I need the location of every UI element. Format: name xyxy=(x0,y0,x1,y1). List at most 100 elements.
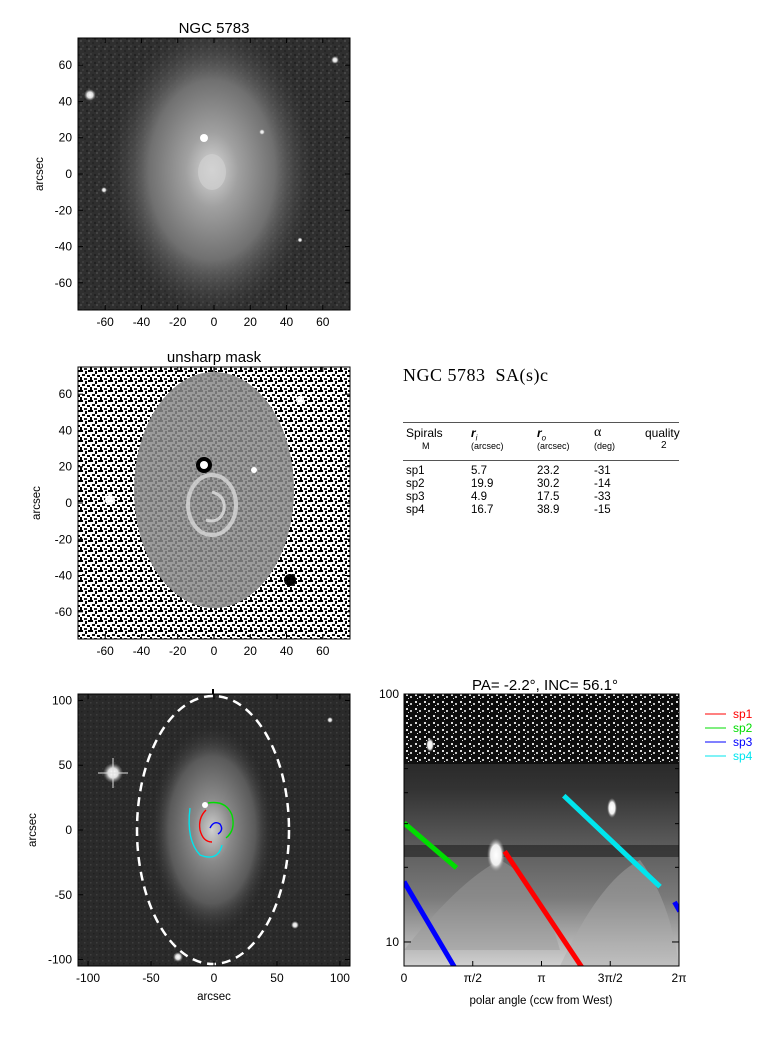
y-tick-label: 40 xyxy=(59,423,73,437)
polar-fit-sp3 xyxy=(404,880,457,966)
image-yticks: 60 40 20 0 -20 -40 -60 xyxy=(55,58,350,290)
y-tick-label: 60 xyxy=(59,58,73,72)
ri-letter: r xyxy=(471,426,476,440)
unsharp-galaxy xyxy=(134,372,294,608)
table-cell: 19.9 xyxy=(471,478,494,490)
polar-fit-sp1 xyxy=(502,849,585,966)
x-tick-label: 0 xyxy=(211,315,218,329)
polar-bright-feature xyxy=(487,838,505,872)
y-tick-label: -20 xyxy=(55,203,73,217)
y-tick-label: -40 xyxy=(55,569,73,583)
unsharp-panel: unsharp mask arcsec -60 -40 -20 0 20 40 60 60 4… xyxy=(31,349,351,658)
x-tick-label: 0 xyxy=(211,971,218,985)
overlay-arm-sp1 xyxy=(198,809,213,843)
overlay-arm-sp4 xyxy=(188,807,223,858)
x-tick-label: 60 xyxy=(316,644,330,658)
x-tick-label: -40 xyxy=(133,315,151,329)
col-header-alpha: α xyxy=(594,425,602,440)
image-xticks: -60 -40 -20 0 20 40 60 xyxy=(97,38,330,329)
col-header-spirals: Spirals xyxy=(406,426,443,440)
x-tick-label: 40 xyxy=(280,315,294,329)
y-tick-label: 40 xyxy=(59,94,73,108)
x-tick-label: -50 xyxy=(142,971,160,985)
polar-y-tick-label: 10 xyxy=(386,935,400,949)
x-tick-label: 100 xyxy=(330,971,350,985)
y-tick-label: 20 xyxy=(59,460,73,474)
table-header-rule xyxy=(403,460,679,461)
polar-spiral-fits xyxy=(404,793,679,966)
x-tick-label: -60 xyxy=(97,315,115,329)
polar-yticks: 100 10 xyxy=(379,687,679,949)
y-tick-label: -60 xyxy=(55,605,73,619)
polar-fit-sp2 xyxy=(404,821,459,870)
y-tick-label: 100 xyxy=(52,693,72,707)
table-cell: sp1 xyxy=(406,465,425,477)
table-cell: 5.7 xyxy=(471,465,487,477)
legend-label-sp4: sp4 xyxy=(733,749,753,763)
unsharp-ylabel: arcsec xyxy=(31,486,43,520)
table-cell: -31 xyxy=(594,465,611,477)
col-sub-quality: 2 xyxy=(661,440,667,451)
col-header-ri: ri xyxy=(471,426,477,442)
overlay-xticks: -100 -50 0 50 100 xyxy=(76,694,350,985)
polar-fit-sp4 xyxy=(562,793,662,889)
table-cell: 23.2 xyxy=(537,465,560,477)
overlay-yticks: 100 50 0 -50 -100 xyxy=(48,693,350,967)
table-cell: sp3 xyxy=(406,491,425,503)
table-cell: 30.2 xyxy=(537,478,560,490)
overlay-arm-sp3 xyxy=(209,821,223,835)
y-tick-label: -60 xyxy=(55,276,73,290)
y-tick-label: 20 xyxy=(59,131,73,145)
overlay-xlabel: arcsec xyxy=(197,991,231,1003)
legend-label-sp2: sp2 xyxy=(733,721,753,735)
unsharp-title: unsharp mask xyxy=(167,349,262,366)
legend-label-sp3: sp3 xyxy=(733,735,753,749)
y-tick-label: -20 xyxy=(55,532,73,546)
y-tick-label: 0 xyxy=(65,823,72,837)
overlay-galaxy xyxy=(150,725,274,935)
x-tick-label: -20 xyxy=(169,315,187,329)
y-tick-label: -40 xyxy=(55,240,73,254)
col-sub-ro: (arcsec) xyxy=(537,441,570,451)
y-tick-label: 50 xyxy=(59,758,73,772)
polar-x-tick-label: 0 xyxy=(401,971,408,985)
overlay-arm-sp2 xyxy=(207,801,234,839)
col-sub-spirals: M xyxy=(422,441,430,451)
legend-label-sp1: sp1 xyxy=(733,707,753,721)
ro-letter: r xyxy=(537,426,542,440)
x-tick-label: 0 xyxy=(211,644,218,658)
y-tick-label: 0 xyxy=(65,167,72,181)
x-tick-label: 20 xyxy=(244,644,258,658)
table-cell: -15 xyxy=(594,504,611,516)
polar-x-tick-label: π xyxy=(537,971,545,985)
galaxy-classification: NGC 5783 SA(s)c xyxy=(403,365,549,385)
image-title: NGC 5783 xyxy=(179,20,250,37)
table-cell: -14 xyxy=(594,478,611,490)
col-header-quality: quality xyxy=(645,426,680,440)
ro-subscript: o xyxy=(541,433,547,443)
col-sub-ri: (arcsec) xyxy=(471,441,504,451)
overlay-panel: arcsec arcsec -100 -50 0 50 100 100500-50-10… xyxy=(27,689,351,1003)
y-tick-label: 60 xyxy=(59,387,73,401)
polar-y-tick-label: 100 xyxy=(379,687,399,701)
table-cell: 17.5 xyxy=(537,491,560,503)
x-tick-label: 60 xyxy=(316,315,330,329)
polar-xlabel: polar angle (ccw from West) xyxy=(470,995,613,1007)
table-top-rule xyxy=(403,422,679,423)
x-tick-label: 20 xyxy=(244,315,258,329)
table-cell: sp2 xyxy=(406,478,425,490)
deprojection-ellipse xyxy=(135,694,291,966)
unsharp-star xyxy=(200,461,208,469)
table-cell: -33 xyxy=(594,491,611,503)
polar-x-tick-label: 2π xyxy=(672,971,687,985)
polar-x-tick-label: 3π/2 xyxy=(598,971,623,985)
polar-x-tick-label: π/2 xyxy=(464,971,483,985)
polar-title: PA= -2.2°, INC= 56.1° xyxy=(472,677,618,694)
col-sub-alpha: (deg) xyxy=(594,441,616,451)
ri-subscript: i xyxy=(475,433,478,443)
image-panel: NGC 5783 arcsec -60 -40 -20 0 20 40 60 60 40 20 0… xyxy=(34,20,351,329)
y-tick-label: -50 xyxy=(55,888,73,902)
image-ylabel: arcsec xyxy=(34,157,46,191)
